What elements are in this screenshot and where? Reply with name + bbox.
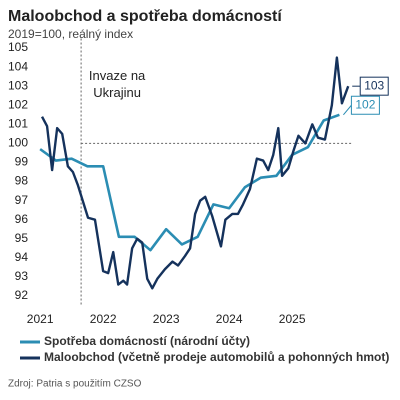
y-tick-label: 100 [8, 136, 28, 150]
y-tick-label: 92 [15, 288, 29, 302]
y-tick-label: 102 [8, 97, 28, 111]
annotation-line-text: Invaze na [89, 68, 146, 83]
series-line [40, 56, 350, 290]
chart-title: Maloobchod a spotřeba domácností [8, 8, 282, 25]
series-line [39, 113, 340, 252]
chart-subtitle: 2019=100, reálný index [8, 27, 133, 41]
y-tick-label: 93 [15, 269, 29, 283]
x-tick-label: 2024 [216, 312, 243, 326]
source: Zdroj: Patria s použitím CZSO [8, 379, 142, 390]
end-label-pointer [343, 104, 352, 116]
y-tick-label: 95 [15, 231, 29, 245]
x-tick-label: 2023 [153, 312, 180, 326]
end-label: 103 [364, 78, 384, 92]
end-label-box [350, 95, 380, 115]
y-tick-label: 96 [15, 212, 29, 226]
y-tick-label: 97 [15, 193, 29, 207]
y-tick-label: 94 [15, 250, 29, 264]
annotation: Invaze na Ukrajinu [89, 68, 146, 100]
y-tick-label: 99 [15, 155, 29, 169]
x-tick-label: 2025 [279, 312, 306, 326]
y-tick-label: 103 [8, 78, 28, 92]
y-tick-label: 101 [8, 116, 28, 130]
end-label-box [359, 76, 389, 96]
y-tick-label: 98 [15, 174, 29, 188]
x-tick-label: 2021 [27, 312, 54, 326]
y-tick-label: 104 [8, 59, 28, 73]
legend-label: Maloobchod (včetně prodeje automobilů a … [44, 350, 389, 364]
y-tick-label: 105 [8, 40, 28, 54]
x-tick-label: 2022 [90, 312, 117, 326]
annotation-line-text: Ukrajinu [93, 85, 141, 100]
end-label: 102 [355, 97, 375, 111]
legend-label: Spotřeba domácností (národní účty) [44, 334, 250, 348]
